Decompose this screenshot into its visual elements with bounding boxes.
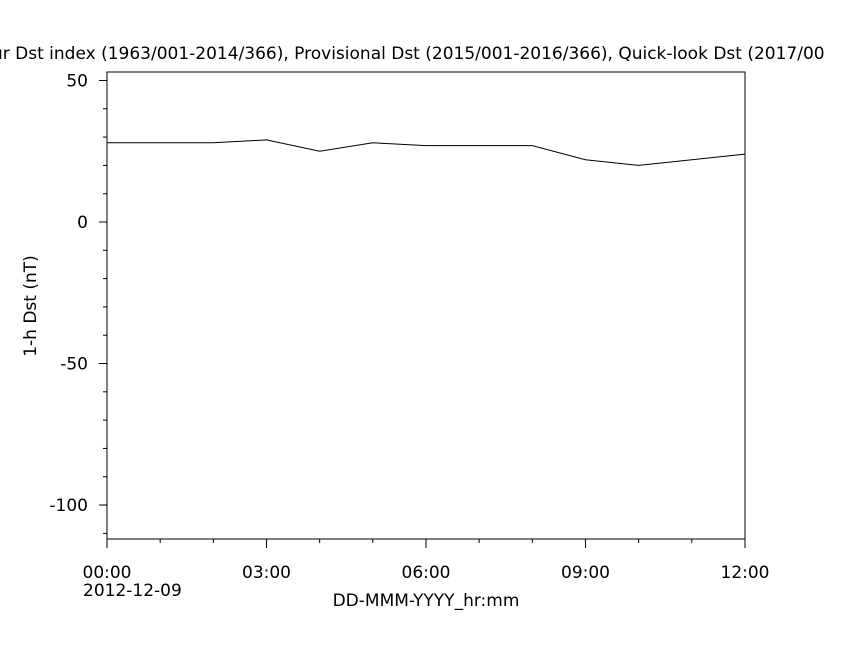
x-date-label: 2012-12-09 (83, 581, 182, 601)
x-tick-labels: 00:00 03:00 06:00 09:00 12:00 (83, 563, 770, 583)
chart-title: ur Dst index (1963/001-2014/366), Provis… (0, 44, 825, 64)
x-tick-label: 06:00 (402, 563, 451, 583)
minor-ticks (103, 79, 746, 543)
y-tick-label: 0 (77, 213, 88, 233)
major-ticks (99, 79, 746, 548)
x-axis-label: DD-MMM-YYYY_hr:mm (333, 591, 520, 611)
series-layer (107, 139, 746, 166)
x-tick-label: 09:00 (561, 563, 610, 583)
plot-frame (106, 71, 746, 540)
y-tick-label: 50 (66, 71, 88, 91)
y-tick-label: -50 (60, 355, 88, 375)
y-tick-labels: 50 0 -50 -100 (49, 71, 88, 516)
x-tick-label: 00:00 (83, 563, 132, 583)
dst-series-line (107, 139, 746, 166)
x-tick-label: 03:00 (242, 563, 291, 583)
x-tick-label: 12:00 (721, 563, 770, 583)
y-axis-label: 1-h Dst (nT) (21, 255, 41, 357)
y-tick-label: -100 (49, 496, 88, 516)
